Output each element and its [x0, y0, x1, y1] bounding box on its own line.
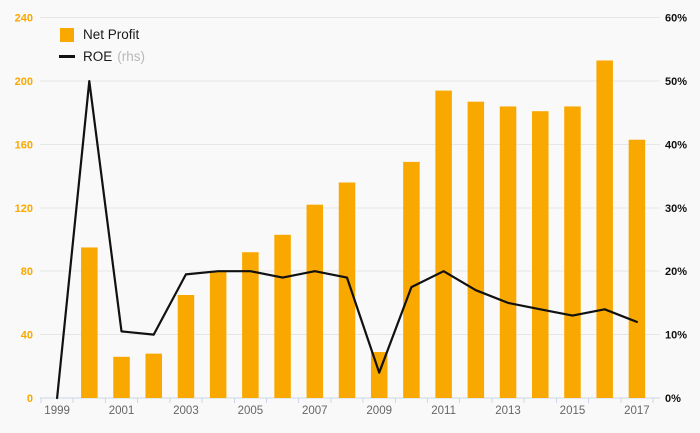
right-axis-label: 0% [665, 393, 681, 405]
year-label: 2009 [366, 405, 392, 417]
bar-2006 [274, 234, 291, 398]
year-label: 2017 [624, 405, 650, 417]
right-axis-label: 30% [665, 203, 687, 215]
legend-label-roe: ROE [83, 49, 113, 64]
year-label: 2007 [302, 405, 328, 417]
left-axis-label: 80 [21, 266, 33, 278]
legend-item-roe[interactable]: ROE (rhs) [57, 49, 145, 64]
bar-2003 [177, 295, 195, 398]
bar-2001 [113, 356, 130, 398]
right-axis-label: 60% [665, 13, 687, 25]
bar-2008 [338, 182, 356, 398]
legend-suffix-rhs: (rhs) [117, 49, 146, 64]
right-axis-label: 20% [665, 266, 687, 278]
bar-2000 [81, 247, 98, 398]
legend-label-net-profit: Net Profit [83, 27, 140, 42]
left-axis-label: 240 [15, 13, 33, 25]
year-label: 1999 [44, 405, 70, 417]
bar-2007 [306, 204, 324, 398]
year-label: 2013 [495, 405, 521, 417]
year-label: 2015 [560, 405, 586, 417]
bar-2002 [145, 353, 162, 398]
roe-line-marker-icon [57, 55, 77, 58]
bar-2005 [242, 252, 259, 398]
year-label: 2001 [109, 405, 135, 417]
legend-item-net-profit[interactable]: Net Profit [57, 27, 145, 42]
left-axis-label: 40 [21, 330, 33, 342]
year-label: 2003 [173, 405, 199, 417]
left-axis-label: 120 [15, 203, 33, 215]
chart-legend: Net Profit ROE (rhs) [57, 27, 145, 71]
bar-2012 [467, 101, 485, 398]
left-axis-label: 160 [15, 139, 33, 151]
bar-2014 [532, 111, 549, 398]
bar-2013 [499, 106, 517, 398]
bar-2017 [628, 139, 646, 398]
year-label: 2011 [431, 405, 456, 417]
bar-2010 [403, 161, 420, 398]
roe-line [55, 79, 639, 400]
bar-2015 [564, 106, 581, 398]
bar-2011 [435, 90, 452, 399]
right-axis-label: 40% [665, 139, 687, 151]
left-axis-label: 200 [15, 76, 33, 88]
bar-2016 [596, 60, 613, 398]
bar-2004 [209, 271, 227, 398]
right-axis-label: 50% [665, 76, 687, 88]
year-label: 2005 [238, 405, 264, 417]
net-profit-swatch-icon [57, 27, 77, 42]
right-axis-label: 10% [665, 330, 687, 342]
left-axis-label: 0 [27, 393, 33, 405]
